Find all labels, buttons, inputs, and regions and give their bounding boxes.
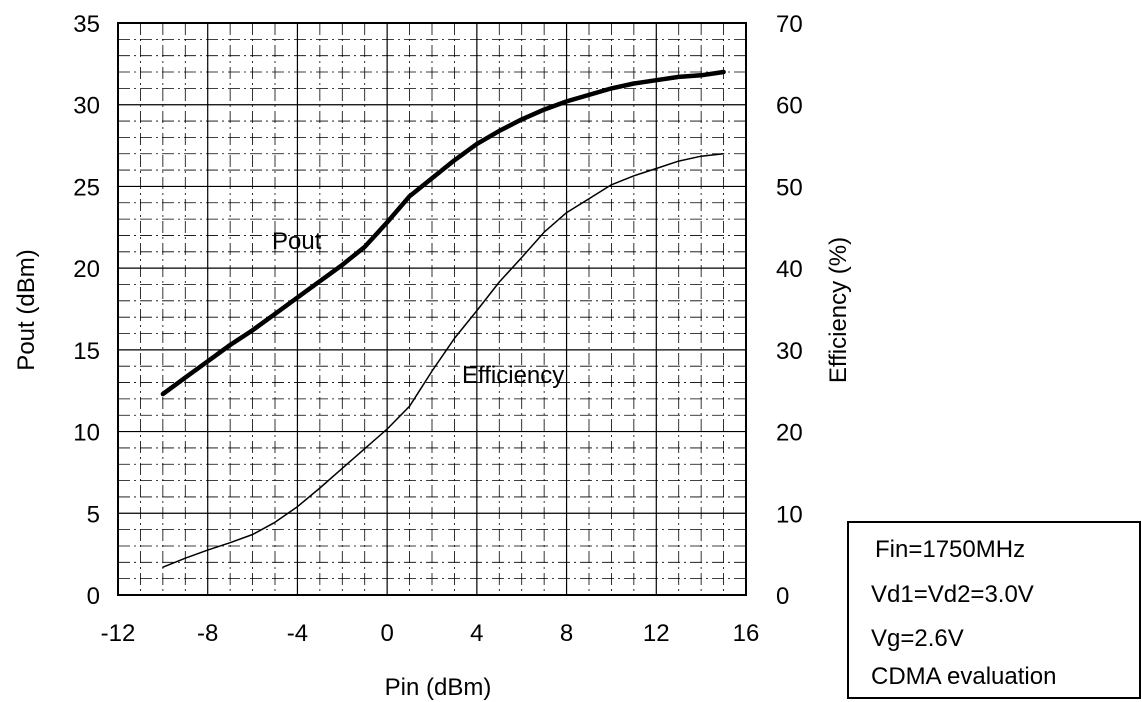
y-tick-label: 30 [73, 93, 100, 120]
x-tick-label: -4 [287, 620, 308, 647]
x-tick-label: -8 [197, 620, 218, 647]
y2-tick-label: 30 [776, 338, 803, 365]
x-tick-label: 4 [470, 620, 483, 647]
efficiency-series-line [162, 152, 725, 568]
conditions-box: Fin=1750MHz Vd1=Vd2=3.0V Vg=2.6V CDMA ev… [847, 521, 1141, 699]
grid-lines [118, 23, 746, 595]
series-lines [160, 69, 726, 568]
y2-axis-title: Efficiency (%) [825, 237, 852, 383]
x-tick-label: -12 [101, 620, 136, 647]
y2-tick-label: 10 [776, 501, 803, 528]
tick-labels: -12 -8 -4 0 4 8 12 16 0 5 10 15 20 25 30 35 0 10 20 30 40 50 6… [73, 11, 802, 647]
x-tick-label: 12 [643, 620, 670, 647]
condition-evaluation: CDMA evaluation [871, 663, 1057, 690]
y-tick-label: 0 [87, 583, 100, 610]
plot-frame [117, 22, 747, 596]
y2-tick-label: 40 [776, 256, 803, 283]
pout-series-line [160, 69, 726, 397]
x-axis-title: Pin (dBm) [385, 674, 492, 701]
condition-drain-voltage: Vd1=Vd2=3.0V [871, 581, 1034, 608]
y2-tick-label: 0 [776, 583, 789, 610]
efficiency-series-label: Efficiency [462, 362, 564, 389]
y2-tick-label: 50 [776, 174, 803, 201]
y-tick-label: 35 [73, 11, 100, 38]
y-tick-label: 20 [73, 256, 100, 283]
y2-tick-label: 20 [776, 420, 803, 447]
y-tick-label: 10 [73, 420, 100, 447]
y2-tick-label: 60 [776, 93, 803, 120]
y-tick-label: 15 [73, 338, 100, 365]
y-tick-label: 25 [73, 174, 100, 201]
y2-tick-label: 70 [776, 11, 803, 38]
pout-series-label: Pout [272, 228, 322, 255]
x-tick-label: 16 [733, 620, 760, 647]
y-axis-title: Pout (dBm) [13, 249, 40, 370]
y-tick-label: 5 [87, 501, 100, 528]
x-tick-label: 8 [560, 620, 573, 647]
condition-gate-voltage: Vg=2.6V [871, 625, 964, 652]
x-tick-label: 0 [380, 620, 393, 647]
condition-frequency: Fin=1750MHz [875, 536, 1026, 563]
